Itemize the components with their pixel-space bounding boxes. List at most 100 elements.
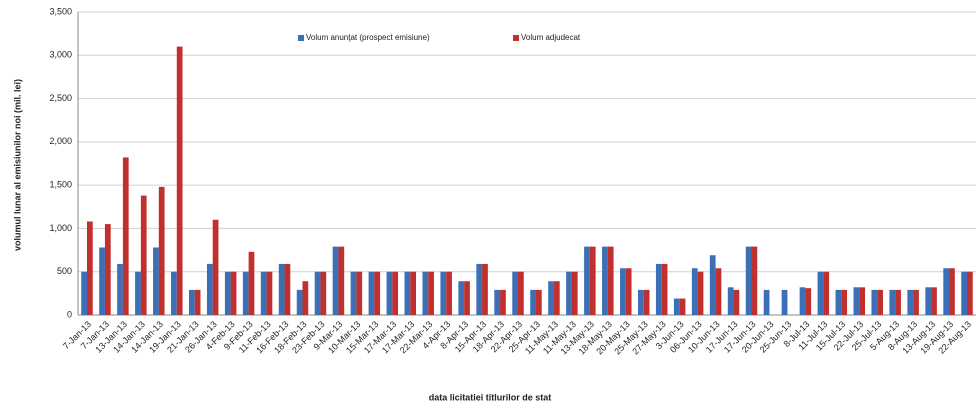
bar xyxy=(404,271,411,315)
bar xyxy=(673,298,680,315)
bar xyxy=(841,289,848,315)
legend-label: Volum anunţat (prospect emisiune) xyxy=(306,33,430,42)
legend-swatch xyxy=(298,35,304,41)
bar xyxy=(332,246,339,315)
bar xyxy=(943,268,950,315)
bar xyxy=(500,289,506,315)
bar xyxy=(482,263,488,315)
bar xyxy=(410,271,417,315)
bar xyxy=(260,271,267,315)
y-tick-label: 1,000 xyxy=(49,223,72,233)
bar xyxy=(823,271,830,315)
bar xyxy=(278,263,285,315)
bar xyxy=(661,263,668,315)
bar xyxy=(458,281,465,315)
bar xyxy=(176,46,183,315)
bar xyxy=(566,271,572,315)
bar xyxy=(81,271,87,315)
bar xyxy=(104,224,111,315)
bar xyxy=(242,271,249,315)
bar xyxy=(602,246,608,315)
bar xyxy=(607,246,614,315)
bar xyxy=(907,289,914,315)
bar xyxy=(422,271,429,315)
bar xyxy=(913,289,919,315)
bar xyxy=(625,268,632,315)
bar xyxy=(931,287,937,315)
bar xyxy=(135,271,141,315)
bar xyxy=(518,271,524,315)
y-tick-label: 3,000 xyxy=(49,50,72,60)
bar xyxy=(949,268,955,315)
y-tick-label: 2,000 xyxy=(49,136,72,146)
bar xyxy=(368,271,375,315)
bar xyxy=(817,271,824,315)
bar xyxy=(571,271,578,315)
bar xyxy=(302,281,309,315)
bar xyxy=(925,287,932,315)
bar xyxy=(967,271,973,315)
bar xyxy=(320,271,327,315)
bar xyxy=(512,271,519,315)
y-tick-label: 3,500 xyxy=(49,6,72,16)
y-tick-label: 2,500 xyxy=(49,93,72,103)
legend-label: Volum adjudecat xyxy=(521,33,581,42)
bar xyxy=(374,271,381,315)
bar xyxy=(117,263,123,315)
bar xyxy=(530,289,536,315)
y-axis-title: volumul lunar al emisiunilor noi (mil. l… xyxy=(12,79,22,251)
bar xyxy=(637,289,644,315)
y-tick-label: 0 xyxy=(67,309,72,319)
bar xyxy=(356,271,363,315)
bar xyxy=(230,271,237,315)
bar xyxy=(853,287,860,315)
bar xyxy=(715,268,722,315)
bar xyxy=(284,263,291,315)
bar xyxy=(859,287,866,315)
bar xyxy=(266,271,273,315)
bar xyxy=(446,271,452,315)
bar xyxy=(494,289,501,315)
bar xyxy=(535,289,542,315)
bar xyxy=(727,287,734,315)
bar xyxy=(248,251,255,315)
bar xyxy=(296,289,303,315)
bar xyxy=(548,281,554,315)
x-axis-title: data licitatiei titlurilor de stat xyxy=(429,392,552,402)
y-tick-label: 500 xyxy=(57,266,72,276)
bar xyxy=(350,271,357,315)
bar xyxy=(428,271,434,315)
bar xyxy=(643,289,650,315)
bar xyxy=(194,289,201,315)
legend-swatch xyxy=(513,35,519,41)
bar xyxy=(620,268,626,315)
bar xyxy=(799,287,806,315)
bar xyxy=(122,157,129,315)
bar xyxy=(153,247,159,315)
bar xyxy=(584,246,590,315)
bar xyxy=(589,246,596,315)
bar xyxy=(206,263,213,315)
bar xyxy=(889,289,896,315)
bar xyxy=(212,219,219,315)
bar xyxy=(679,298,686,315)
bar xyxy=(99,247,105,315)
bar xyxy=(697,271,704,315)
bar xyxy=(751,246,758,315)
bar xyxy=(709,255,716,315)
bar xyxy=(464,281,470,315)
bar xyxy=(691,268,698,315)
bar xyxy=(763,289,770,315)
bar xyxy=(386,271,393,315)
bar xyxy=(224,271,231,315)
bar xyxy=(961,271,968,315)
bar xyxy=(805,288,812,315)
bar xyxy=(140,195,147,315)
bar xyxy=(835,289,842,315)
bar xyxy=(86,221,93,315)
bar xyxy=(655,263,662,315)
bar xyxy=(158,186,165,315)
bar xyxy=(338,246,345,315)
bar xyxy=(877,289,883,315)
